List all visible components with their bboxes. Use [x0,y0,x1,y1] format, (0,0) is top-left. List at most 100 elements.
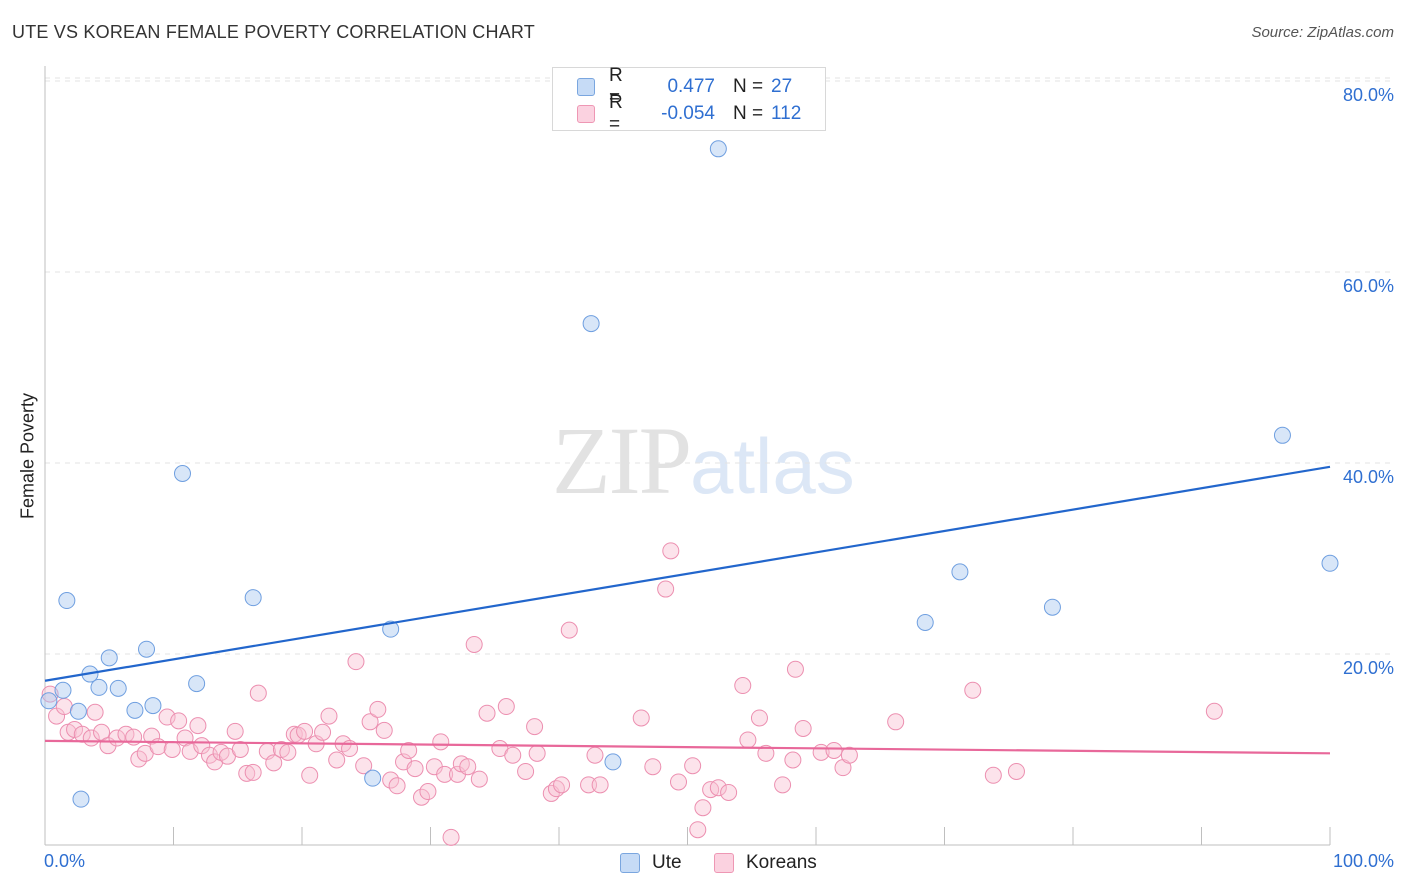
y-tick-label-40: 40.0% [1342,467,1394,487]
ute-point [1043,598,1061,616]
korean-point [355,757,373,775]
korean-point [226,722,244,740]
korean-point [406,760,424,778]
korean-point [347,653,365,671]
korean-point [419,783,437,801]
korean-point [55,698,73,716]
y-tick-label-80: 80.0% [1342,85,1394,105]
korean-point [786,660,804,678]
y-axis-title: Female Poverty [17,392,38,520]
legend-n-value: 112 [771,103,802,124]
legend-n-label: N = [733,76,764,97]
koreans-swatch [714,853,734,873]
korean-point [720,783,738,801]
ute-point [188,675,206,693]
korean-point [314,723,332,741]
legend-row-koreans: R = -0.054 N = 112 [577,92,802,135]
ute-point [69,702,87,720]
watermark: ZIPatlas [552,405,855,516]
korean-point [757,744,775,762]
korean-point [320,707,338,725]
y-tick-label-60: 60.0% [1342,276,1394,296]
legend-r-label: R = [609,65,623,108]
korean-point [734,677,752,695]
korean-point [560,621,578,639]
correlation-legend: R = 0.477 N = 27 R = -0.054 N = 112 [552,65,826,135]
korean-point [794,719,812,737]
korean-point [694,799,712,817]
ute-point [58,592,76,610]
korean-point [580,776,598,794]
korean-point [964,681,982,699]
korean-point [170,712,188,730]
ute-swatch [620,853,640,873]
korean-point [328,751,346,769]
korean-point [130,750,148,768]
korean-point [361,713,379,731]
korean-point [375,721,393,739]
ute-swatch [577,78,595,96]
korean-point [279,743,297,761]
korean-point [689,821,707,839]
ute-point [709,140,727,158]
korean-point [41,685,59,703]
legend-r-label: R = [609,92,623,135]
korean-point [632,709,650,727]
watermark-zip: ZIP [552,407,692,514]
korean-point [369,700,387,718]
korean-point [662,542,680,560]
korean-point [840,746,858,764]
series-legend: Ute Koreans [0,852,1406,878]
source-label: Source: ZipAtlas.com [1251,24,1394,41]
korean-point [238,764,256,782]
korean-point [244,763,262,781]
korean-point [1007,762,1025,780]
korean-point [470,770,488,788]
korean-point [1205,702,1223,720]
legend-n-value: 27 [771,76,793,97]
korean-point [657,580,675,598]
korean-point [388,777,406,795]
korean-point [984,766,1002,784]
watermark-atlas: atlas [690,422,855,510]
korean-point [400,741,418,759]
korean-point [528,744,546,762]
ute-point [126,701,144,719]
koreans-swatch [577,105,595,123]
chart-title: UTE VS KOREAN FEMALE POVERTY CORRELATION… [12,22,535,42]
korean-point [249,684,267,702]
korean-point [413,788,431,806]
ute-point [1273,426,1291,444]
korean-point [296,722,314,740]
y-tick-label-20: 20.0% [1342,658,1394,678]
korean-point [526,718,544,736]
legend-item-ute[interactable]: Ute [620,852,682,874]
ute-point [951,563,969,581]
korean-point [750,709,768,727]
ute-point [109,679,127,697]
ute-point [1321,554,1339,572]
legend-item-koreans[interactable]: Koreans [714,852,817,874]
korean-point [465,635,483,653]
ute-point [604,753,622,771]
korean-point [591,776,609,794]
legend-label-koreans: Koreans [746,852,817,873]
korean-point [432,733,450,751]
legend-r-value: -0.054 [661,103,715,124]
legend-n-label: N = [733,103,764,124]
legend-r-value: 0.477 [667,76,715,97]
ute-point [244,589,262,607]
korean-point [436,765,454,783]
korean-point [517,762,535,780]
ute-point [138,640,156,658]
korean-point [478,704,496,722]
korean-point [774,776,792,794]
legend-row-ute: R = 0.477 N = 27 [577,65,793,108]
ute-point [40,692,58,710]
ute-point [100,649,118,667]
korean-point [459,758,477,776]
ute-point [144,697,162,715]
korean-point [143,727,161,745]
ute-point [382,620,400,638]
